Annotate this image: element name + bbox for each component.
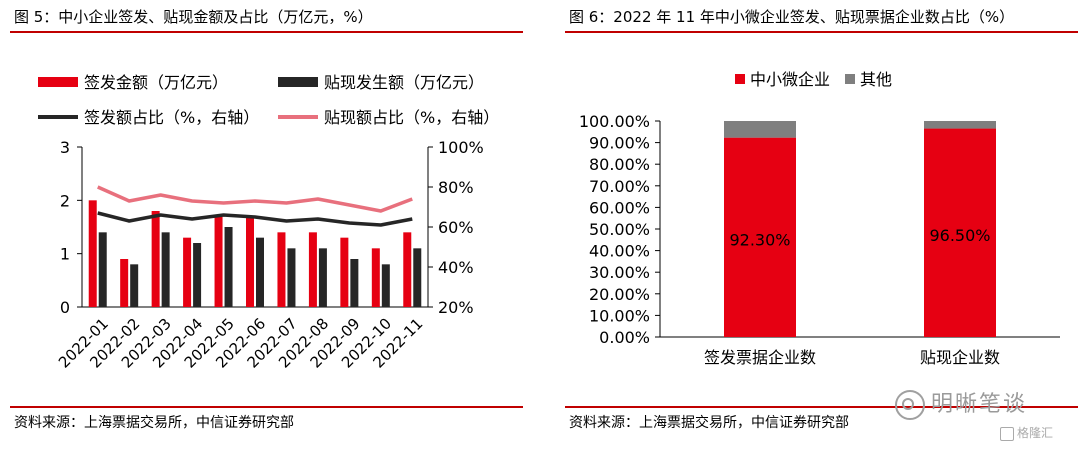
issuance-discount-chart: 签发金额（万亿元） 贴现发生额（万亿元） 签发额占比（%，右轴） 贴现额占比（%，右轴… [38, 73, 499, 372]
y-tick-label: 70.00% [589, 177, 650, 196]
bar-issuance-amount [246, 216, 254, 307]
right-source-note: 资料来源：上海票据交易所，中信证券研究部 [569, 415, 849, 431]
bar-issuance-amount [88, 200, 97, 307]
y-tick-label: 60.00% [589, 198, 650, 217]
bar-discount-amount [98, 232, 107, 307]
right-y-tick-label: 60% [438, 218, 474, 237]
right-title-rule [565, 31, 1078, 33]
bar-issuance-amount [403, 232, 412, 307]
left-figure-panel: 图 5：中小企业签发、贴现金额及占比（万亿元，%） 签发金额（万亿元） 贴现发生额… [0, 0, 525, 449]
x-category-label: 签发票据企业数 [704, 348, 816, 367]
left-title-rule [10, 31, 523, 33]
bar-discount-amount [381, 264, 390, 307]
y-tick-label: 90.00% [589, 134, 650, 153]
bar-issuance-amount [340, 237, 349, 307]
right-y-tick-label: 100% [438, 138, 484, 157]
bar-discount-amount [130, 264, 139, 307]
legend-other-label: 其他 [860, 70, 892, 89]
bar-discount-amount [193, 243, 202, 307]
left-y-tick-label: 3 [60, 138, 70, 157]
bar-discount-amount [287, 248, 296, 307]
y-tick-label: 50.00% [589, 220, 650, 239]
bar-other-segment [724, 121, 796, 138]
y-tick-label: 10.00% [589, 306, 650, 325]
legend-discount-share-label: 贴现额占比（%，右轴） [324, 108, 499, 127]
bar-discount-amount [224, 227, 233, 307]
legend-issuance-amount-swatch [38, 77, 78, 87]
bar-discount-amount [256, 237, 264, 307]
legend-issuance-amount-label: 签发金额（万亿元） [84, 73, 228, 92]
left-y-tick-label: 0 [60, 298, 70, 317]
right-y-tick-label: 20% [438, 298, 474, 317]
legend-issuance-share-label: 签发额占比（%，右轴） [84, 108, 259, 127]
left-y-tick-label: 1 [60, 245, 70, 264]
y-tick-label: 30.00% [589, 263, 650, 282]
wechat-logo-icon [895, 390, 925, 420]
y-tick-label: 40.00% [589, 242, 650, 261]
bar-issuance-amount [277, 232, 286, 307]
wechat-watermark: 明晰笔谈 [895, 386, 1027, 420]
line-issuance-share [97, 211, 413, 227]
left-y-tick-label: 2 [60, 191, 70, 210]
watermark-sub-text: 格隆汇 [1017, 426, 1054, 440]
x-category-label: 贴现企业数 [920, 348, 1000, 367]
left-source-rule [10, 406, 523, 408]
right-figure-title: 图 6：2022 年 11 年中小微企业签发、贴现票据企业数占比（%） [569, 8, 1015, 26]
enterprise-share-chart: 中小微企业 其他 0.00% 10.00% 20.00% 30.00% 40.00% 50.0… [579, 70, 1060, 367]
left-figure-title: 图 5：中小企业签发、贴现金额及占比（万亿元，%） [14, 8, 373, 26]
bar-issuance-amount [308, 232, 317, 307]
bar-issuance-amount [151, 211, 160, 307]
bar-other-segment [924, 121, 996, 129]
bar-issuance-amount [371, 248, 380, 307]
bar-data-label: 92.30% [729, 230, 790, 249]
bar-discount-amount [350, 259, 359, 307]
bar-issuance-amount [120, 259, 129, 307]
bar-data-label: 96.50% [929, 226, 990, 245]
bar-issuance-amount [214, 216, 223, 307]
y-tick-label: 20.00% [589, 285, 650, 304]
gelonghui-logo-icon [1000, 426, 1014, 441]
y-tick-label: 80.00% [589, 155, 650, 174]
bar-issuance-amount [183, 237, 192, 307]
bar-discount-amount [413, 248, 422, 307]
legend-sme-label: 中小微企业 [750, 70, 830, 89]
left-source-note: 资料来源：上海票据交易所，中信证券研究部 [14, 415, 294, 431]
right-figure-panel: 图 6：2022 年 11 年中小微企业签发、贴现票据企业数占比（%） 中小微企… [555, 0, 1080, 449]
legend-other-swatch [845, 74, 855, 84]
watermark-text: 明晰笔谈 [931, 392, 1028, 417]
right-y-tick-label: 80% [438, 178, 474, 197]
legend-sme-swatch [735, 74, 745, 84]
bar-sme-segment [924, 128, 996, 337]
gelonghui-watermark: 格隆汇 [1000, 424, 1053, 441]
right-source-rule [565, 406, 1078, 408]
legend-discount-amount-swatch [278, 77, 318, 87]
bar-discount-amount [318, 248, 327, 307]
bar-discount-amount [161, 232, 170, 307]
y-tick-label: 0.00% [599, 328, 650, 347]
legend-discount-amount-label: 贴现发生额（万亿元） [324, 73, 484, 92]
line-discount-share [97, 185, 413, 213]
y-tick-label: 100.00% [579, 112, 650, 131]
bar-sme-segment [724, 137, 796, 337]
right-y-tick-label: 40% [438, 258, 474, 277]
